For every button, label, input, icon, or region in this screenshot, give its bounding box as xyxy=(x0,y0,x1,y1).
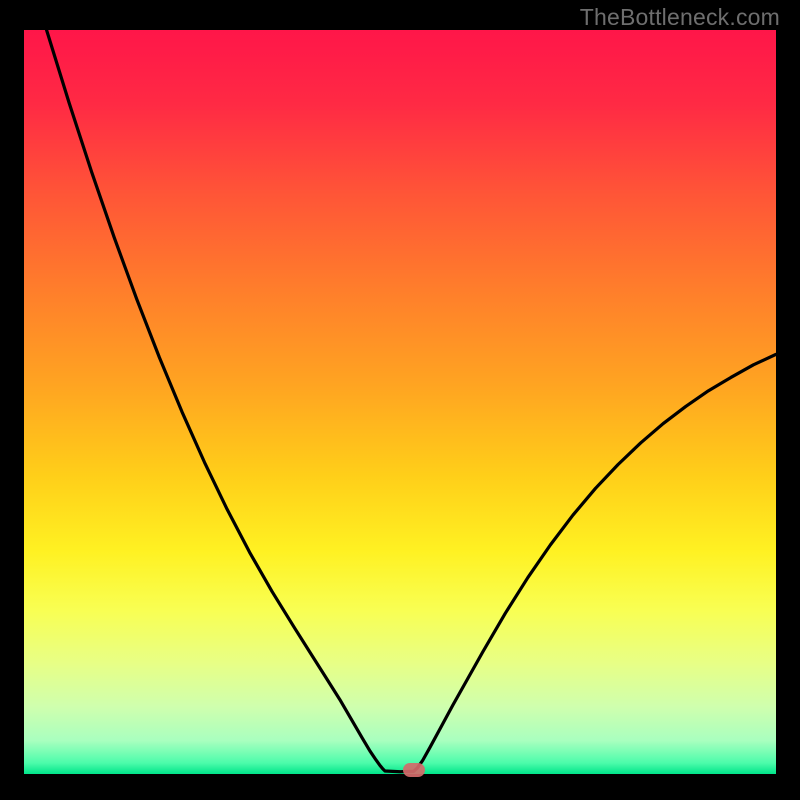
watermark-text: TheBottleneck.com xyxy=(580,4,780,31)
plot-area xyxy=(24,30,776,774)
chart-root: TheBottleneck.com xyxy=(0,0,800,800)
gradient-background xyxy=(24,30,776,774)
optimal-point-marker xyxy=(403,763,425,777)
